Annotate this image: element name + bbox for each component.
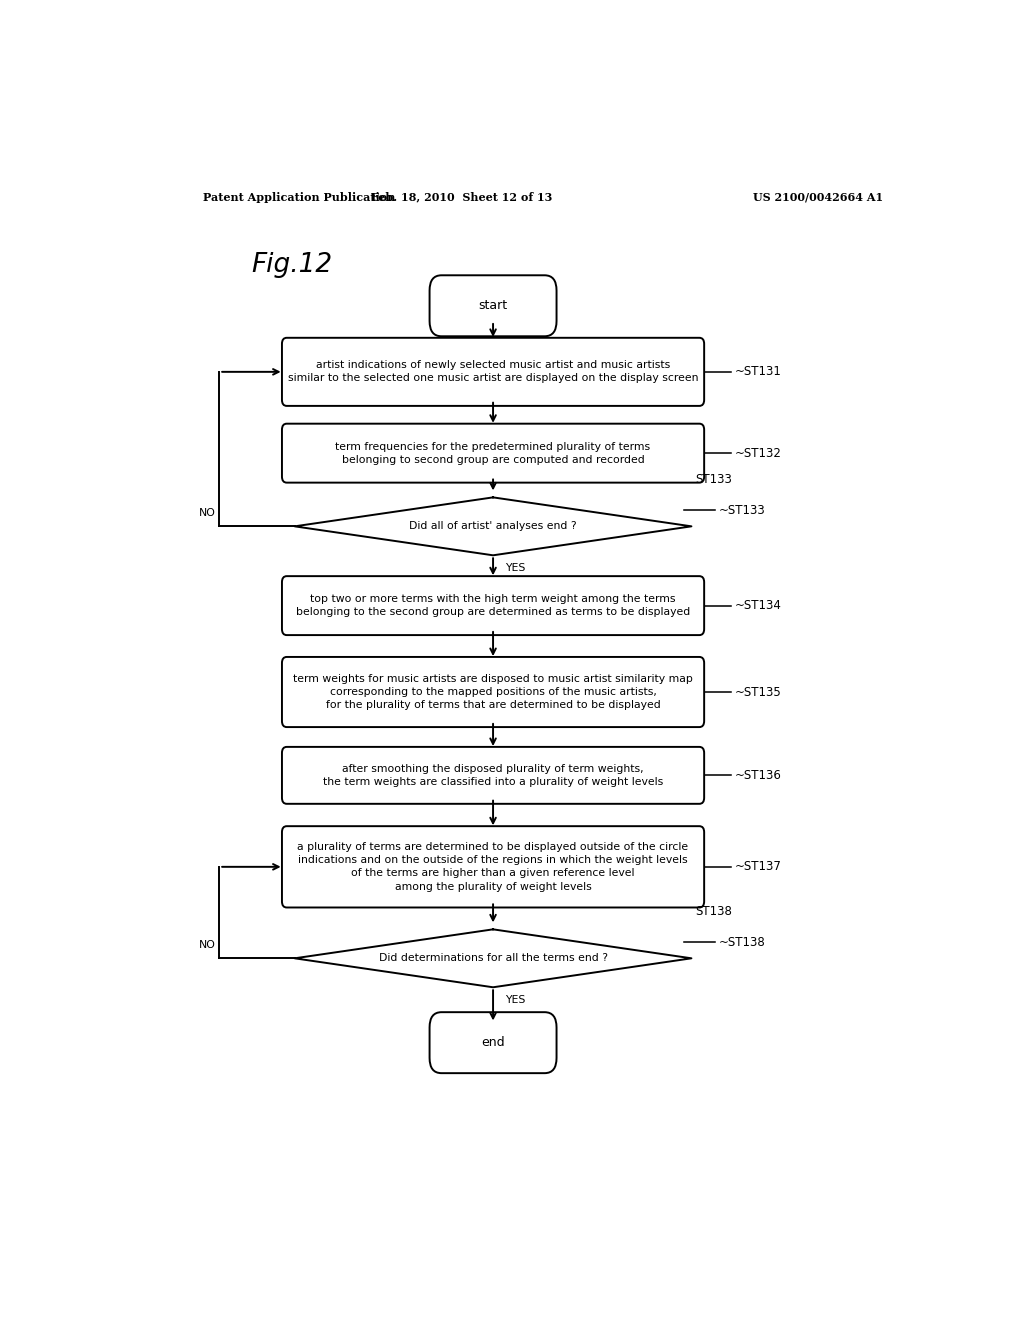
- Text: term frequencies for the predetermined plurality of terms
belonging to second gr: term frequencies for the predetermined p…: [336, 442, 650, 465]
- Text: NO: NO: [199, 940, 215, 950]
- Text: ~ST137: ~ST137: [734, 861, 781, 874]
- Text: ~ST135: ~ST135: [734, 685, 781, 698]
- Text: ST138: ST138: [695, 904, 732, 917]
- Text: Fig.12: Fig.12: [251, 252, 332, 279]
- Text: ~ST136: ~ST136: [734, 768, 781, 781]
- Text: YES: YES: [505, 564, 525, 573]
- Text: Feb. 18, 2010  Sheet 12 of 13: Feb. 18, 2010 Sheet 12 of 13: [371, 191, 552, 202]
- Text: ~ST132: ~ST132: [734, 446, 781, 459]
- Text: NO: NO: [199, 508, 215, 519]
- FancyBboxPatch shape: [282, 338, 705, 405]
- Polygon shape: [295, 498, 691, 556]
- Text: Did all of artist' analyses end ?: Did all of artist' analyses end ?: [410, 521, 577, 532]
- Text: top two or more terms with the high term weight among the terms
belonging to the: top two or more terms with the high term…: [296, 594, 690, 618]
- Text: after smoothing the disposed plurality of term weights,
the term weights are cla: after smoothing the disposed plurality o…: [323, 764, 664, 787]
- Text: ~ST134: ~ST134: [734, 599, 781, 612]
- FancyBboxPatch shape: [282, 424, 705, 483]
- Text: end: end: [481, 1036, 505, 1049]
- Text: ~ST138: ~ST138: [719, 936, 765, 949]
- Text: ~ST131: ~ST131: [734, 366, 781, 379]
- Text: YES: YES: [505, 995, 525, 1006]
- FancyBboxPatch shape: [282, 747, 705, 804]
- Text: ~ST133: ~ST133: [719, 504, 765, 517]
- FancyBboxPatch shape: [282, 657, 705, 727]
- FancyBboxPatch shape: [430, 276, 557, 337]
- Polygon shape: [295, 929, 691, 987]
- FancyBboxPatch shape: [430, 1012, 557, 1073]
- Text: a plurality of terms are determined to be displayed outside of the circle
indica: a plurality of terms are determined to b…: [298, 842, 688, 891]
- Text: US 2100/0042664 A1: US 2100/0042664 A1: [754, 191, 884, 202]
- Text: artist indications of newly selected music artist and music artists
similar to t: artist indications of newly selected mus…: [288, 360, 698, 383]
- Text: ST133: ST133: [695, 473, 732, 486]
- Text: Patent Application Publication: Patent Application Publication: [204, 191, 395, 202]
- FancyBboxPatch shape: [282, 826, 705, 907]
- Text: term weights for music artists are disposed to music artist similarity map
corre: term weights for music artists are dispo…: [293, 673, 693, 710]
- FancyBboxPatch shape: [282, 576, 705, 635]
- Text: Did determinations for all the terms end ?: Did determinations for all the terms end…: [379, 953, 607, 964]
- Text: start: start: [478, 300, 508, 313]
